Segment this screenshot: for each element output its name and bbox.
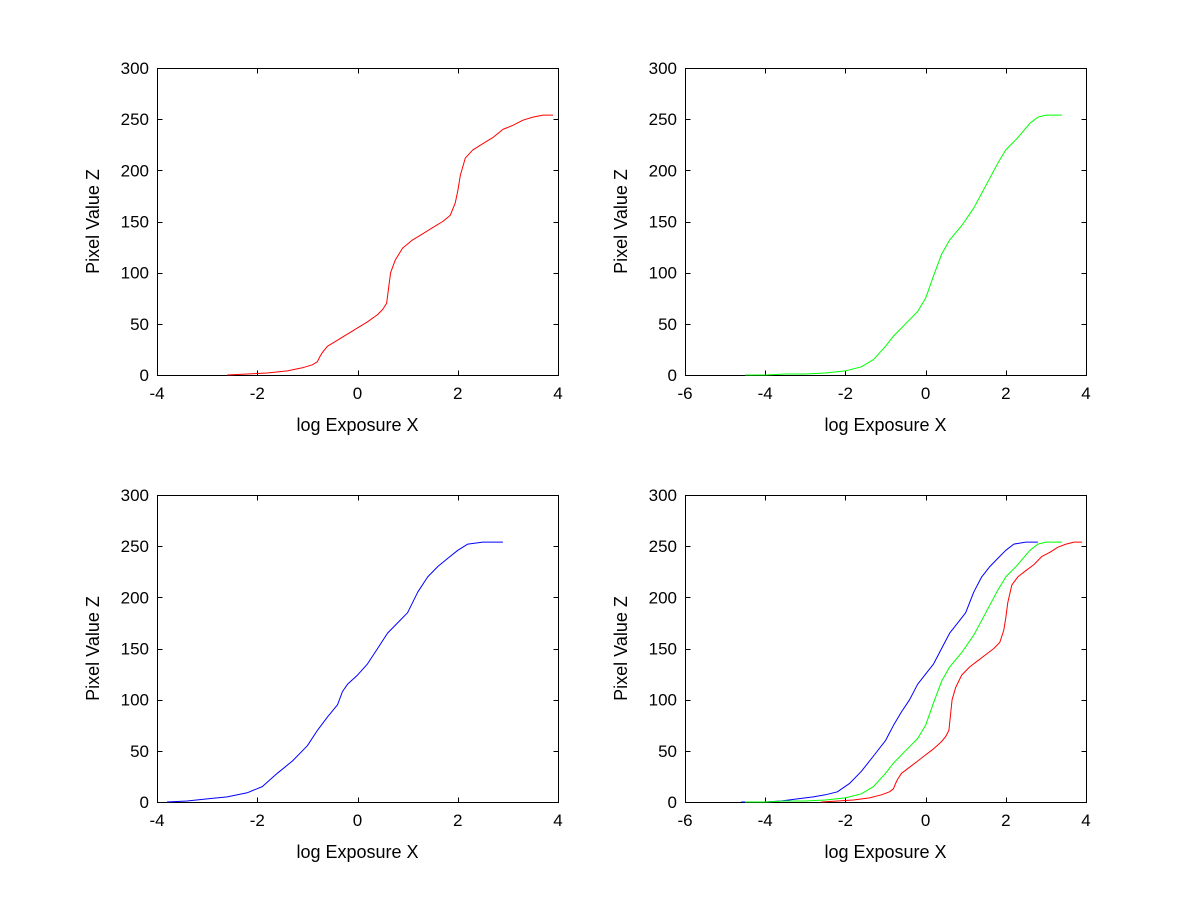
y-tick-label: 50 xyxy=(130,315,149,334)
x-tick-label: 4 xyxy=(1081,384,1090,403)
series-line-0 xyxy=(741,541,1038,803)
y-tick-label: 300 xyxy=(649,486,677,505)
x-tick-label: -2 xyxy=(250,384,265,403)
y-tick-label: 250 xyxy=(649,110,677,129)
x-tick-label: 2 xyxy=(453,811,462,830)
y-axis-label: Pixel Value Z xyxy=(83,596,103,701)
plot-frame xyxy=(157,495,559,803)
x-axis-label: log Exposure X xyxy=(824,415,946,435)
x-tick-label: 2 xyxy=(1001,384,1010,403)
y-tick-label: 200 xyxy=(649,588,677,607)
x-tick-label: -2 xyxy=(838,384,853,403)
y-tick-label: 250 xyxy=(121,110,149,129)
plot-frame xyxy=(157,68,559,376)
y-tick-label: 100 xyxy=(121,264,149,283)
y-tick-label: 100 xyxy=(121,691,149,710)
y-tick-label: 150 xyxy=(649,640,677,659)
x-tick-label: -6 xyxy=(677,384,692,403)
y-tick-label: 200 xyxy=(121,161,149,180)
y-axis-label: Pixel Value Z xyxy=(83,169,103,274)
x-tick-label: 2 xyxy=(453,384,462,403)
subplot-bottom-right: -6 -4 -2 0 2 4 0 50 100 150 200 250 300 log Exposure … xyxy=(611,486,1091,862)
y-axis-label: Pixel Value Z xyxy=(611,169,631,274)
y-tick-label: 250 xyxy=(121,537,149,556)
series-line-2 xyxy=(821,541,1082,803)
x-tick-label: 0 xyxy=(353,811,362,830)
y-tick-label: 200 xyxy=(649,161,677,180)
x-tick-label: -6 xyxy=(677,811,692,830)
subplot-bottom-left: -4 -2 0 2 4 0 50 100 150 200 250 300 log Exposure X P… xyxy=(83,486,563,862)
y-axis-label: Pixel Value Z xyxy=(611,596,631,701)
x-tick-label: -2 xyxy=(250,811,265,830)
x-tick-label: -4 xyxy=(758,811,773,830)
y-tick-label: 0 xyxy=(140,366,149,385)
y-tick-label: 150 xyxy=(121,213,149,232)
y-tick-label: 50 xyxy=(658,742,677,761)
y-tick-label: 150 xyxy=(649,213,677,232)
x-tick-label: -4 xyxy=(758,384,773,403)
x-tick-label: 4 xyxy=(1081,811,1090,830)
y-tick-label: 300 xyxy=(649,59,677,78)
x-tick-label: 4 xyxy=(553,384,562,403)
series-line-1 xyxy=(745,541,1062,803)
x-tick-label: 0 xyxy=(353,384,362,403)
x-axis-label: log Exposure X xyxy=(296,842,418,862)
y-tick-label: 0 xyxy=(140,793,149,812)
y-tick-label: 300 xyxy=(121,59,149,78)
plot-frame xyxy=(685,68,1087,376)
x-tick-label: 0 xyxy=(921,811,930,830)
subplot-top-right: -6 -4 -2 0 2 4 0 50 100 150 200 250 300 log Exposure … xyxy=(611,59,1091,435)
y-tick-label: 100 xyxy=(649,264,677,283)
y-tick-label: 50 xyxy=(658,315,677,334)
series-line-0 xyxy=(227,114,553,376)
y-tick-label: 0 xyxy=(668,366,677,385)
x-tick-label: -2 xyxy=(838,811,853,830)
x-tick-label: 4 xyxy=(553,811,562,830)
y-tick-label: 300 xyxy=(121,486,149,505)
x-tick-label: -4 xyxy=(149,811,164,830)
y-tick-label: 200 xyxy=(121,588,149,607)
x-tick-label: 0 xyxy=(921,384,930,403)
y-tick-label: 50 xyxy=(130,742,149,761)
y-tick-label: 150 xyxy=(121,640,149,659)
series-line-0 xyxy=(745,114,1062,376)
y-tick-label: 250 xyxy=(649,537,677,556)
series-line-0 xyxy=(166,541,503,803)
x-tick-label: 2 xyxy=(1001,811,1010,830)
y-tick-label: 100 xyxy=(649,691,677,710)
plot-frame xyxy=(685,495,1087,803)
subplot-top-left: -4 -2 0 2 4 0 50 100 150 200 250 300 log Exposure X P… xyxy=(83,59,563,435)
x-axis-label: log Exposure X xyxy=(296,415,418,435)
x-tick-label: -4 xyxy=(149,384,164,403)
y-tick-label: 0 xyxy=(668,793,677,812)
x-axis-label: log Exposure X xyxy=(824,842,946,862)
